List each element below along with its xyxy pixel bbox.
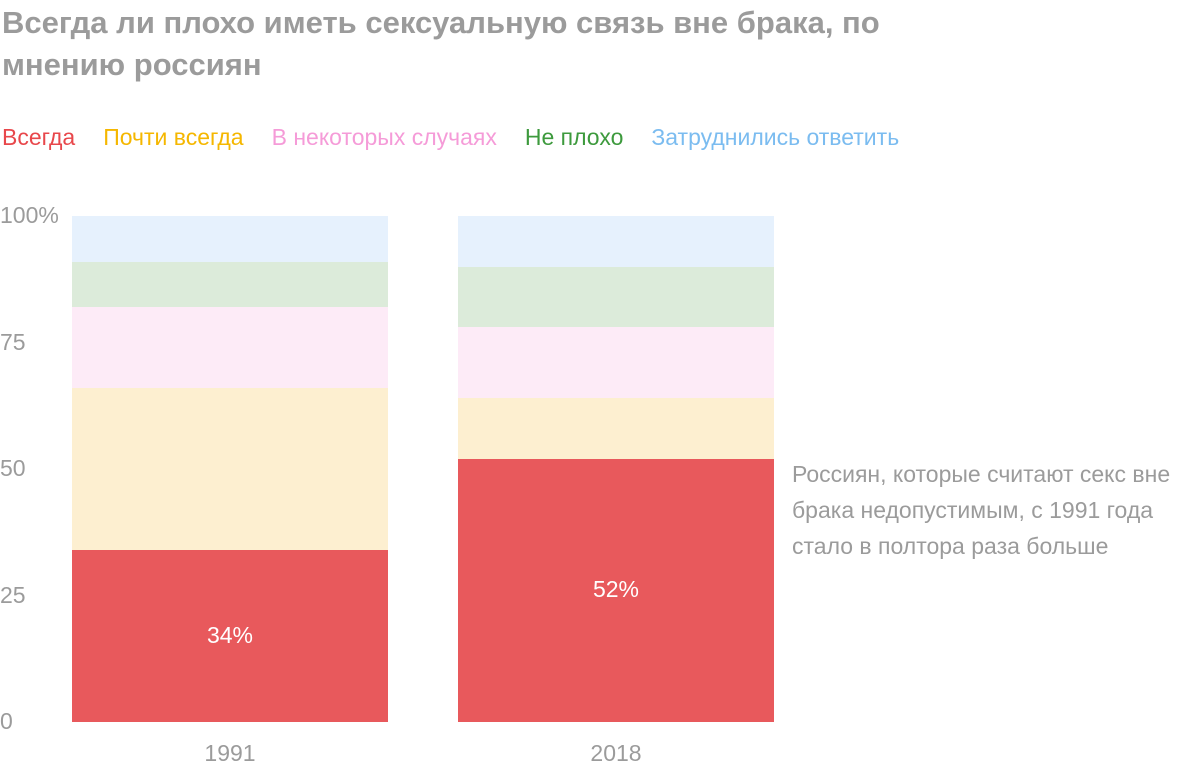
data-label: 34% bbox=[206, 621, 254, 648]
legend-item: Всегда bbox=[2, 124, 76, 150]
legend-item: Не плохо bbox=[524, 124, 624, 150]
bar-segment bbox=[458, 216, 774, 267]
bar-segment bbox=[72, 261, 388, 308]
chart-title: Всегда ли плохо иметь сексуальную связь … bbox=[2, 5, 880, 82]
legend-item: Затруднились ответить bbox=[651, 124, 900, 150]
y-tick-label: 75 bbox=[0, 328, 26, 355]
legend-item: В некоторых случаях bbox=[271, 124, 497, 150]
bar-segment bbox=[458, 398, 774, 459]
bar-segment bbox=[458, 327, 774, 399]
legend: Всегда Почти всегда В некоторых случаях Не … bbox=[2, 124, 899, 151]
y-tick-label: 100% bbox=[0, 202, 59, 228]
y-tick-label: 0 bbox=[0, 708, 13, 734]
bar-segment bbox=[72, 388, 388, 550]
legend-item: Почти всегда bbox=[103, 124, 244, 150]
bar-segment bbox=[458, 458, 774, 722]
annotation: Россиян, которые считают секс вне брака … bbox=[792, 461, 1171, 559]
bar-segment bbox=[72, 216, 388, 262]
bar-segment bbox=[72, 549, 388, 722]
y-tick-label: 25 bbox=[0, 581, 26, 608]
data-label: 52% bbox=[592, 576, 640, 603]
x-tick-label: 1991 bbox=[204, 740, 256, 766]
y-tick-label: 50 bbox=[0, 455, 26, 481]
bar-segment bbox=[72, 307, 388, 389]
x-tick-label: 2018 bbox=[590, 740, 642, 766]
bar-segment bbox=[458, 266, 774, 328]
